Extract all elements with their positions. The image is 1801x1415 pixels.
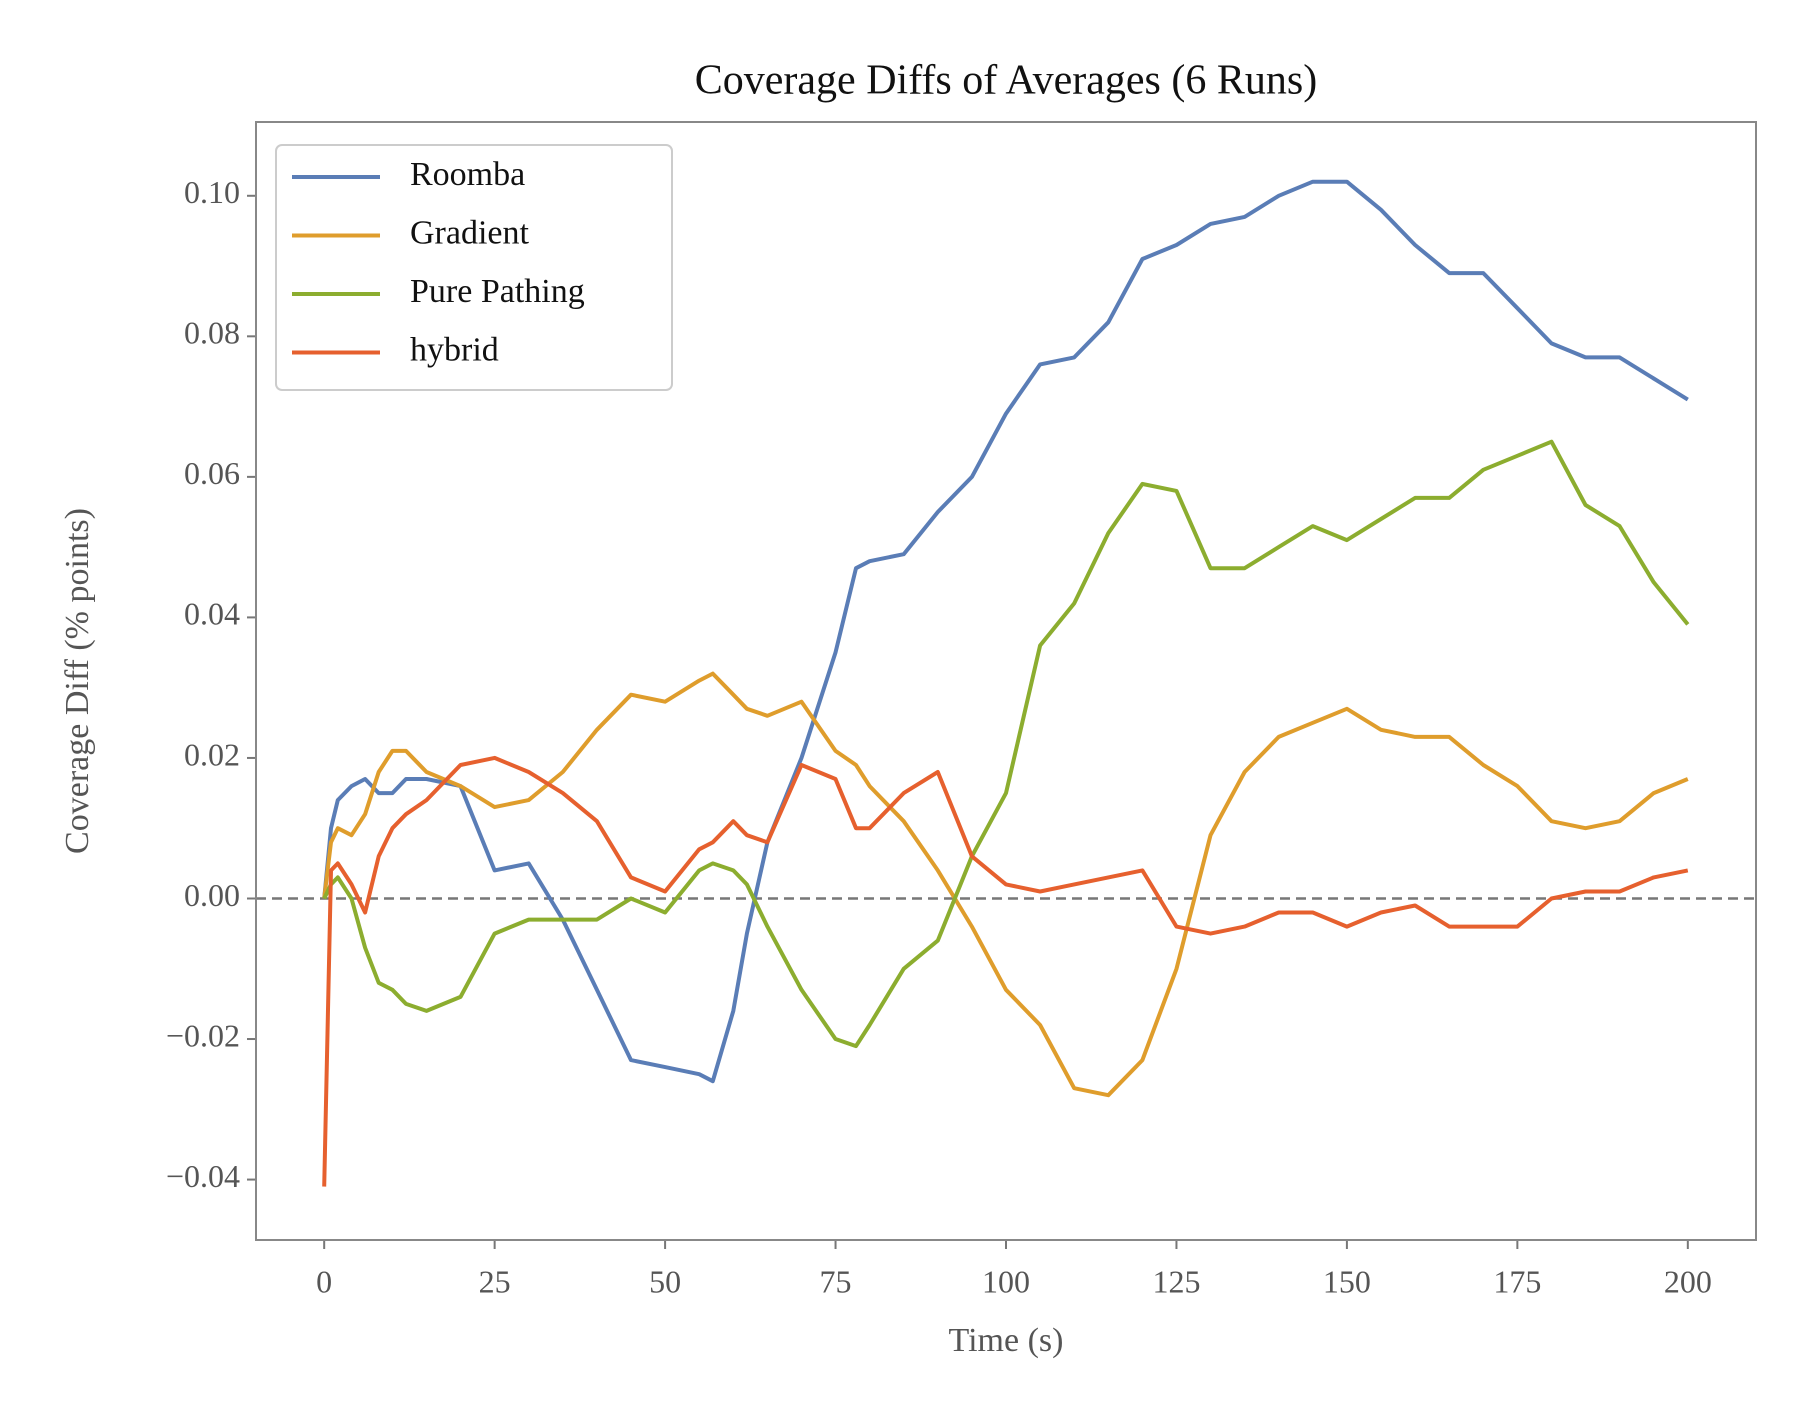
y-tick-label: 0.10 (184, 174, 240, 210)
y-tick-label: 0.08 (184, 315, 240, 351)
series-line (322, 439, 1690, 1049)
plot-frame (255, 121, 1757, 1241)
x-tick-label: 75 (820, 1263, 852, 1299)
y-tick-label: 0.06 (184, 455, 240, 491)
y-tick-label: 0.04 (184, 596, 240, 632)
x-tick-label: 50 (649, 1263, 681, 1299)
x-tick-label: 0 (316, 1263, 332, 1299)
x-tick-label: 25 (479, 1263, 511, 1299)
legend-box (275, 144, 673, 391)
legend-label: Pure Pathing (410, 273, 585, 310)
y-tick-label: 0.00 (184, 877, 240, 913)
legend-label: Gradient (410, 214, 530, 251)
y-tick-label: 0.02 (184, 736, 240, 772)
x-tick-label: 125 (1152, 1263, 1200, 1299)
chart-title: Coverage Diffs of Averages (6 Runs) (695, 58, 1317, 104)
x-tick-label: 100 (982, 1263, 1030, 1299)
x-tick-label: 200 (1664, 1263, 1712, 1299)
legend-label: Roomba (410, 156, 525, 193)
y-axis-label: Coverage Diff (% points) (59, 508, 96, 854)
x-tick-label: 175 (1493, 1263, 1541, 1299)
y-tick-label: −0.02 (166, 1017, 240, 1053)
x-tick-label: 150 (1323, 1263, 1371, 1299)
y-tick-label: −0.04 (166, 1158, 240, 1194)
series-line (322, 755, 1689, 1187)
x-axis-label: Time (s) (949, 1322, 1064, 1359)
legend-label: hybrid (410, 331, 499, 368)
series-line (322, 179, 1689, 1084)
series-line (322, 671, 1689, 1098)
